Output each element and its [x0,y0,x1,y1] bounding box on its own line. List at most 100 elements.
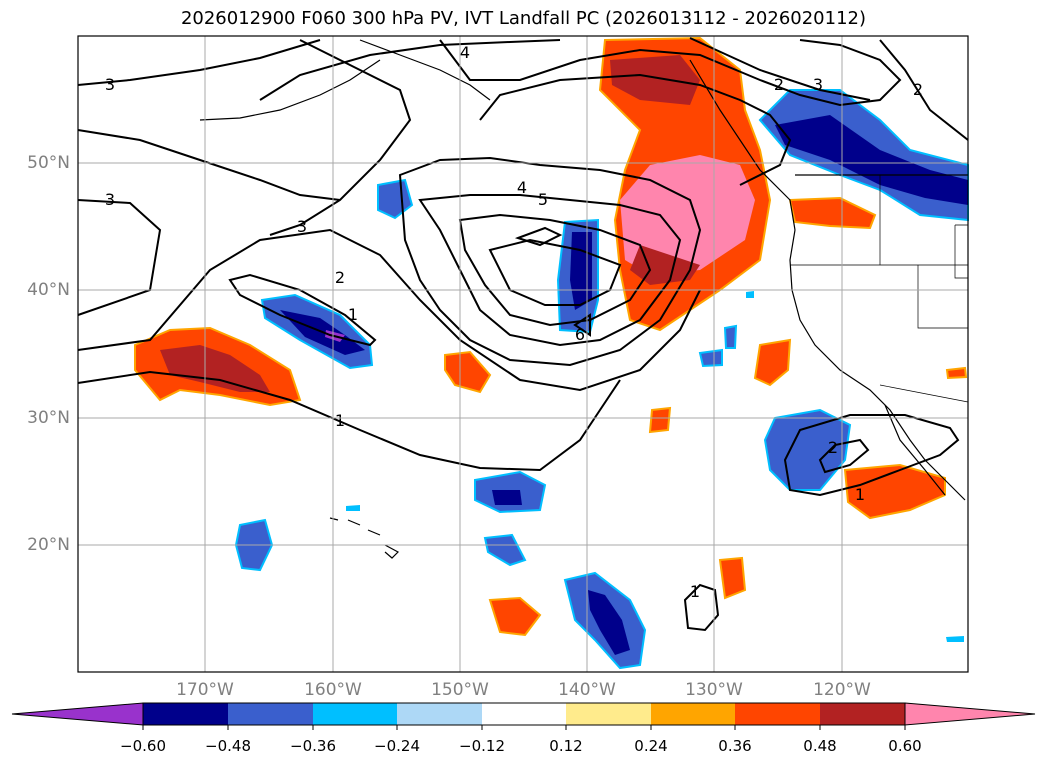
lat-label: 20°N [27,535,70,555]
pos-shade-ar-core [620,155,755,275]
colorbar-segment [820,703,905,725]
lon-label: 140°W [558,680,616,700]
pos-shade-s2 [488,596,542,637]
contour-label: 1 [855,485,865,504]
contour-outer-1 [439,39,902,107]
contour-2-ne2 [879,39,969,141]
colorbar-segment [735,703,820,725]
pos-shade-coast [753,338,792,387]
pos-shade-oregon [788,196,877,230]
gridline-layer [78,36,968,672]
coast-alaska [199,39,491,121]
lon-label: 150°W [431,680,489,700]
neg-shade-small4 [346,505,360,511]
colorbar-segment [397,703,482,725]
colorbar-tick-label: −0.36 [290,737,336,755]
contour-label: 3 [105,75,115,94]
lon-label: 130°W [685,680,743,700]
lon-label: 120°W [813,680,871,700]
lon-label: 160°W [304,680,362,700]
colorbar [11,702,1036,730]
contour-label: 3 [297,217,307,236]
colorbar-tick-label: −0.60 [120,737,166,755]
colorbar-segment [566,703,651,725]
contour-label: 2 [335,268,345,287]
map-frame [77,35,969,673]
pos-shade-w1-core [160,345,270,392]
pos-shade-south [718,556,747,600]
contour-2 [77,228,701,392]
contour-label: 2 [913,80,923,99]
colorbar-segment [228,703,313,725]
pos-shade-mid [648,406,672,434]
colorbar-tick-label: −0.24 [374,737,420,755]
contour-3-loop [269,39,412,236]
neg-shade-south-core [588,590,630,655]
colorbar-tick-label: 0.12 [549,737,583,755]
hawaii-islands [329,517,399,559]
contour-3-north [77,39,321,86]
contour-ring-a [458,213,652,327]
pos-shade-ar-north [610,55,700,105]
contour-label: 5 [538,190,548,209]
coast-uswest [789,229,966,501]
map-title: 2026012900 F060 300 hPa PV, IVT Landfall… [180,8,867,29]
contour-label: 2 [828,438,838,457]
contour-label: 6 [575,325,585,344]
colorbar-segment [651,703,735,725]
contour-6-small [514,226,563,247]
colorbar-tick-label: 0.36 [718,737,752,755]
contour-label-layer: 4 3 3 3 4 5 2 1 1 6 2 2 2 3 1 1 [105,43,923,601]
contour-sw-inner [818,438,870,474]
lat-label: 30°N [27,408,70,428]
pos-shade-w2 [444,350,492,394]
contour-1-loop [228,273,377,347]
contour-4-north [259,39,561,101]
colorbar-tick-label: 0.24 [634,737,668,755]
contour-6-mini [573,313,591,337]
neg-shade-small3 [946,636,964,642]
colorbar-extend-high [904,702,1036,726]
contour-label: 1 [690,582,700,601]
contour-label: 3 [813,75,823,94]
contour-2-ne [689,37,871,101]
contour-3-west [77,129,341,201]
neg-shade-blob1 [377,178,414,220]
neg-shade-small2 [723,324,738,349]
colorbar-segment [482,703,566,725]
neg-shade-mid-core [492,490,522,505]
contour-label: 3 [105,190,115,209]
colorbar-frame [142,702,906,726]
coast-canada [689,59,796,231]
contour-label: 1 [335,411,345,430]
lon-label: 170°W [176,680,234,700]
colorbar-segment [313,703,397,725]
contour-label: 1 [348,305,358,324]
contour-1-south-loop [683,583,720,632]
coast-baja [884,404,946,496]
contour-label: 2 [774,75,784,94]
colorbar-tick-label: 0.48 [803,737,837,755]
colorbar-tick-label: −0.48 [205,737,251,755]
contour-outer-2 [479,73,792,186]
colorbar-segment [143,703,228,725]
coastline-layer [199,39,969,559]
contour-3-mid [77,199,162,316]
colorbar-tick-label: 0.60 [888,737,922,755]
lat-label: 40°N [27,280,70,300]
shading-layer [134,36,969,670]
neg-shade-small1 [698,348,723,368]
border-states [790,175,969,403]
neg-shade-nw-core [775,115,968,205]
colorbar-extend-low [11,702,144,726]
lat-label: 50°N [27,153,70,173]
neg-shade-s1 [483,533,527,567]
contour-label: 4 [460,43,470,62]
contour-label: 4 [517,178,527,197]
pos-shade-small [945,366,968,380]
contour-ring-b [488,238,622,306]
neg-shade-c1-core [570,232,592,310]
neg-shade-small5 [746,291,754,298]
contour-4-center [398,156,702,367]
